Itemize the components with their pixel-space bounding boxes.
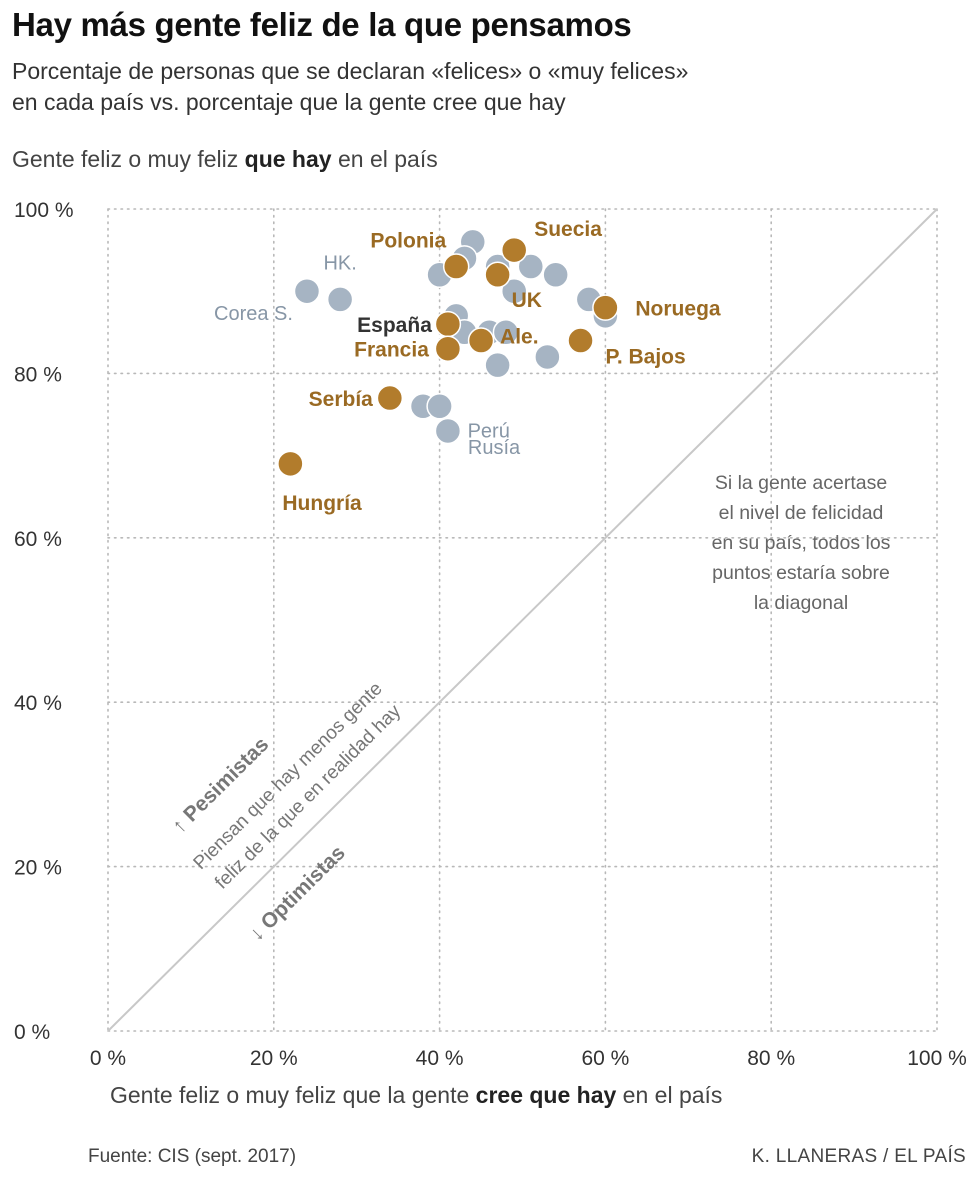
x-tick-label: 60 % [581, 1047, 629, 1070]
x-tick-label: 100 % [907, 1047, 967, 1070]
point-label-highlight: Noruega [635, 298, 721, 321]
point-label-highlight: Francia [354, 339, 429, 362]
x-axis-label: Gente feliz o muy feliz que la gente cre… [110, 1082, 723, 1108]
y-tick-label: 40 % [14, 692, 62, 715]
scatter-point-other [534, 343, 561, 371]
scatter-point-p-bajos [567, 327, 594, 354]
scatter-point-noruega [592, 294, 619, 321]
scatter-point-other [426, 393, 453, 420]
point-label-other: Corea S. [214, 303, 293, 325]
scatter-point-other [434, 417, 462, 445]
credit-note: K. LLANERAS / EL PAÍS [751, 1146, 966, 1167]
point-label-highlight: Serbía [309, 388, 374, 411]
scatter-point-hungría [277, 450, 304, 478]
scatter-point-other [293, 277, 321, 305]
scatter-point-suecia [500, 236, 528, 264]
y-axis-label: Gente feliz o muy feliz que hay en el pa… [12, 146, 438, 172]
source-note: Fuente: CIS (sept. 2017) [88, 1146, 297, 1167]
point-label-other: Rusía [468, 437, 521, 459]
diagonal-reference-line [107, 208, 938, 1032]
y-tick-label: 20 % [14, 857, 62, 880]
subtitle-line-2: en cada país vs. porcentaje que la gente… [12, 89, 566, 115]
x-tick-label: 80 % [747, 1047, 795, 1070]
scatter-point-other [500, 277, 528, 305]
scatter-point-ale- [467, 327, 495, 354]
scatter-point-other [492, 319, 520, 346]
chart-title: Hay más gente feliz de la que pensamos [12, 6, 632, 43]
diagonal-note-line: en su país, todos los [712, 532, 891, 554]
point-label-highlight: UK [512, 289, 542, 312]
scatter-point-polonia [442, 253, 470, 280]
pesimistas-label: ↑ Pesimistas [168, 733, 274, 838]
scatter-point-españa [434, 310, 462, 338]
scatter-point-other [517, 253, 545, 280]
diagonal-note-line: el nivel de felicidad [719, 502, 884, 524]
chart-subtitle: Porcentaje de personas que se declaran «… [12, 56, 688, 118]
subtitle-line-1: Porcentaje de personas que se declaran «… [12, 58, 689, 84]
diagonal-note-line: la diagonal [754, 592, 848, 614]
pesimistas-desc-line-2: feliz de la que en realidad hay [211, 700, 405, 893]
y-tick-label: 100 % [14, 199, 74, 222]
y-tick-label: 60 % [14, 528, 62, 551]
point-label-highlight: P. Bajos [606, 346, 686, 369]
scatter-point-other [326, 286, 354, 313]
scatter-point-uk [484, 261, 511, 289]
scatter-point-other [542, 261, 569, 289]
point-label-other: HK. [323, 252, 356, 274]
point-label-other: Perú [468, 420, 510, 442]
x-tick-label: 40 % [416, 1047, 464, 1070]
y-tick-label: 80 % [14, 363, 62, 386]
point-label-highlight: Polonia [370, 230, 446, 253]
diagonal-note-line: Si la gente acertase [715, 472, 887, 494]
x-tick-label: 20 % [250, 1047, 298, 1070]
scatter-point-francia [434, 335, 462, 362]
scatter-point-other [484, 351, 511, 379]
x-tick-label: 0 % [90, 1047, 126, 1070]
point-label-highlight: Suecia [534, 218, 602, 241]
point-label-highlight: Ale. [500, 326, 539, 349]
y-tick-label: 0 % [14, 1021, 50, 1044]
diagonal-note-line: puntos estaría sobre [712, 562, 890, 584]
point-label-highlight: España [357, 314, 432, 337]
point-label-highlight: Hungría [282, 492, 362, 515]
scatter-point-serbía [376, 384, 404, 412]
